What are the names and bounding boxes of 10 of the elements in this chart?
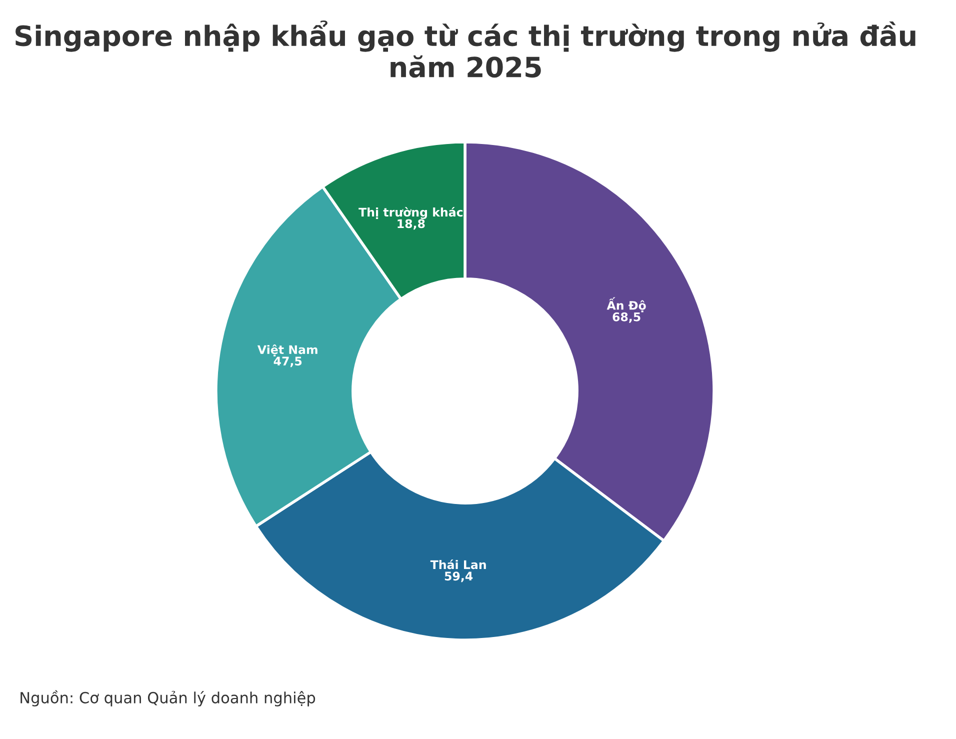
chart-title: Singapore nhập khẩu gạo từ các thị trường trong nửa đầu năm 2025	[16, 20, 916, 78]
slice-label: Thái Lan	[430, 560, 486, 570]
data-label: 18,8	[398, 219, 425, 230]
data-label: 68,5	[612, 312, 640, 323]
slice-label: Ấn Độ	[606, 297, 646, 312]
slice-label: Việt Nam	[257, 344, 318, 356]
text: Nguồn: Cơ quan Quản lý doanh nghiệp	[20, 690, 316, 706]
slice-label: Thị trường khác	[358, 207, 463, 220]
data-label: 47,5	[274, 356, 302, 368]
data-label: 59,4	[444, 572, 473, 582]
